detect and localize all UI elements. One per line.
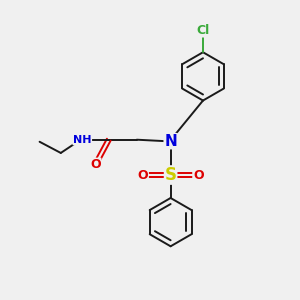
- Text: Cl: Cl: [196, 24, 210, 37]
- Text: O: O: [138, 169, 148, 182]
- Text: N: N: [164, 134, 177, 149]
- Text: O: O: [193, 169, 204, 182]
- Text: S: S: [165, 166, 177, 184]
- Text: NH: NH: [73, 135, 92, 145]
- Text: O: O: [90, 158, 101, 171]
